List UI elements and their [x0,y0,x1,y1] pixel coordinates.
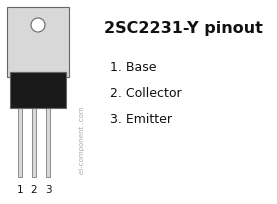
Polygon shape [7,8,69,78]
Text: 3. Emitter: 3. Emitter [110,113,172,126]
Bar [32,109,36,177]
Text: 1: 1 [17,184,23,194]
Text: 3: 3 [45,184,51,194]
Text: 2. Collector: 2. Collector [110,87,182,100]
Bar [46,109,50,177]
Text: el-component .com: el-component .com [79,106,85,173]
Bar [18,109,22,177]
Text: 2SC2231-Y pinout: 2SC2231-Y pinout [104,20,262,35]
Text: 1. Base: 1. Base [110,61,157,74]
Circle shape [31,19,45,33]
Bar [10,73,66,109]
Text: 2: 2 [31,184,37,194]
